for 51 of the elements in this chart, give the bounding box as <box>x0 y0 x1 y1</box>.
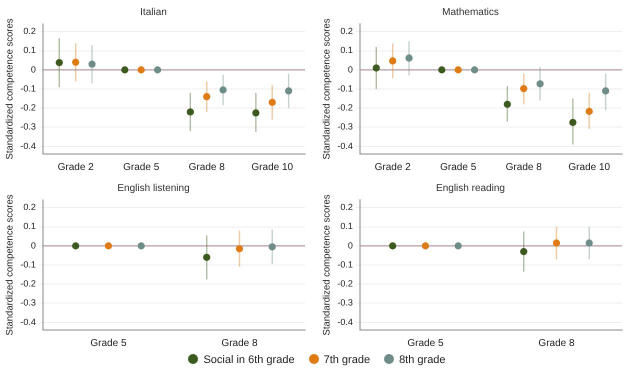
y-tick-label: 0.2 <box>340 26 353 36</box>
chart-title: Italian <box>140 6 167 18</box>
x-tick-label: Grade 10 <box>251 162 294 173</box>
y-axis-title: Standardized competence scores <box>4 18 16 160</box>
y-tick-label: -0.2 <box>20 278 36 289</box>
y-tick-label: -0.1 <box>337 259 353 270</box>
y-tick-label: -0.4 <box>20 316 36 327</box>
x-tick-label: Grade 2 <box>374 162 412 173</box>
chart-title: Mathematics <box>442 6 499 18</box>
x-tick-label: Grade 8 <box>538 338 575 349</box>
y-tick-label: 0 <box>348 64 353 74</box>
y-tick-label: -0.3 <box>337 298 353 308</box>
legend-label: Social in 6th grade <box>202 354 295 366</box>
x-tick-label: Grade 8 <box>221 338 258 349</box>
y-tick-label: 0.1 <box>340 45 353 56</box>
y-tick-label: 0 <box>30 64 36 74</box>
y-tick-label: -0.2 <box>337 278 353 289</box>
y-tick-label: 0.1 <box>23 45 36 56</box>
y-tick-label: 0.1 <box>23 221 36 232</box>
legend-label: 8th grade <box>398 354 446 366</box>
y-tick-label: -0.1 <box>20 83 36 94</box>
x-tick-label: Grade 10 <box>568 162 611 173</box>
y-tick-label: -0.4 <box>20 140 36 151</box>
legend-label: 7th grade <box>322 354 370 366</box>
y-tick-label: 0.2 <box>23 26 36 36</box>
y-axis-title: Standardized competence scores <box>321 194 332 336</box>
x-tick-label: Grade 5 <box>90 338 127 349</box>
y-tick-label: 0 <box>348 240 353 250</box>
y-tick-label: -0.3 <box>20 122 36 132</box>
x-tick-label: Grade 8 <box>188 162 226 173</box>
y-tick-label: -0.4 <box>337 316 353 327</box>
y-tick-label: 0.2 <box>340 202 353 212</box>
x-tick-label: Grade 8 <box>506 162 542 173</box>
y-tick-label: -0.4 <box>337 140 353 151</box>
y-tick-label: 0.2 <box>23 202 36 212</box>
y-axis-title: Standardized competence scores <box>321 18 332 160</box>
x-tick-label: Grade 5 <box>440 162 477 173</box>
x-tick-label: Grade 5 <box>407 338 444 349</box>
y-tick-label: -0.2 <box>337 102 353 113</box>
y-tick-label: -0.2 <box>20 102 36 113</box>
chart-title: English reading <box>436 182 505 194</box>
y-axis-title: Standardized competence scores <box>4 194 16 336</box>
chart-title: English listening <box>117 182 190 194</box>
x-tick-label: Grade 5 <box>123 162 160 173</box>
y-tick-label: -0.3 <box>337 122 353 132</box>
y-tick-label: 0.1 <box>340 221 353 232</box>
y-tick-label: -0.3 <box>20 298 36 308</box>
x-tick-label: Grade 2 <box>58 162 94 173</box>
y-tick-label: -0.1 <box>20 259 36 270</box>
y-tick-label: 0 <box>30 240 36 250</box>
y-tick-label: -0.1 <box>337 83 353 94</box>
